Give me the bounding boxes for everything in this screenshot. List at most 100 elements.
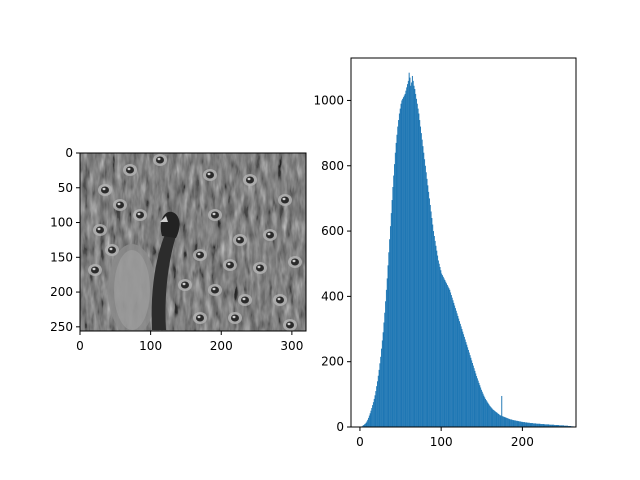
histogram-bar (517, 421, 519, 427)
histogram-bar (464, 339, 466, 427)
histogram-bar (498, 413, 499, 427)
histogram-bar (438, 263, 440, 427)
eyespot (243, 174, 257, 186)
histogram-bar (513, 420, 515, 427)
histogram-bar (550, 424, 552, 427)
histogram-bar (551, 424, 553, 427)
histogram-bar (420, 126, 422, 427)
histogram-bar (497, 413, 499, 427)
image-axes-frame (79, 152, 307, 332)
histogram-bar (491, 408, 493, 427)
image-panel: 0 100 200 300 0 50 100 150 200 250 (50, 146, 307, 353)
histogram-bar (493, 410, 495, 427)
histogram-bar (532, 423, 534, 427)
histogram-bar (370, 410, 372, 427)
histogram-bar (563, 425, 564, 427)
histogram-bar (504, 417, 506, 427)
histogram-bar (486, 401, 488, 427)
histogram-axes-frame (350, 57, 577, 428)
histogram-bar (485, 400, 487, 427)
histogram-bar (394, 164, 396, 428)
histogram-bar (565, 425, 567, 427)
histogram-bar (506, 417, 508, 427)
histogram-bar (445, 281, 447, 427)
histogram-bar (475, 373, 477, 427)
histogram-bar (563, 425, 565, 427)
histogram-bar (467, 347, 469, 427)
histogram-bar (373, 398, 375, 427)
histogram-bar (410, 85, 412, 427)
histogram-bar (363, 424, 365, 427)
histogram-bar (546, 424, 548, 427)
histogram-bar (535, 423, 537, 427)
histogram-bar (450, 292, 452, 427)
histogram-bar (560, 425, 562, 427)
histogram-bar (441, 273, 443, 427)
histogram-bar (461, 329, 463, 427)
image-y-ticks: 0 50 100 150 200 250 (50, 146, 80, 334)
histogram-bar (515, 420, 517, 427)
histogram-bar (395, 142, 397, 427)
histogram-bar (437, 255, 439, 427)
histogram-bar (552, 424, 554, 427)
histogram-bar (505, 417, 507, 427)
histogram-bar (516, 420, 518, 427)
histogram-bar (467, 349, 469, 427)
histogram-bar (554, 425, 556, 427)
histogram-bar (439, 266, 441, 427)
histogram-bar (458, 318, 460, 427)
histogram-bar (418, 113, 420, 427)
histogram-bar (433, 235, 435, 427)
histogram-bar (518, 421, 520, 427)
histogram-bar (405, 90, 407, 427)
histogram-bar (482, 393, 484, 427)
histogram-bar (498, 414, 500, 427)
histogram-bar (365, 422, 367, 427)
histogram-bar (457, 315, 459, 427)
histogram-bar (364, 423, 366, 427)
histogram-bar (479, 385, 481, 427)
histogram-bar (537, 423, 538, 427)
y-tick-label: 50 (58, 181, 73, 195)
histogram-bar (401, 100, 403, 427)
histogram-bar (394, 152, 396, 428)
histogram-bar (506, 418, 508, 427)
histogram-bar (380, 356, 382, 427)
histogram-bar (423, 152, 425, 428)
histogram-bar (476, 376, 478, 427)
histogram-y-ticks: 0 200 400 600 800 1000 (313, 93, 351, 434)
histogram-bar (388, 252, 390, 427)
histogram-bar (434, 240, 436, 427)
histogram-bar (519, 421, 521, 427)
histogram-bar (366, 421, 368, 427)
histogram-bar (521, 421, 523, 427)
histogram-bar (474, 370, 476, 427)
histogram-bar (510, 419, 512, 427)
histogram-bar (511, 419, 513, 427)
histogram-bar (531, 423, 533, 427)
histogram-bar (430, 211, 432, 427)
x-tick-label: 0 (76, 339, 84, 353)
histogram-bar (502, 416, 504, 427)
histogram-bar (512, 420, 514, 427)
histogram-bar (428, 198, 430, 427)
histogram-bar (543, 424, 545, 427)
histogram-bar (495, 411, 497, 427)
histogram-bar (368, 417, 370, 427)
histogram-bar (522, 422, 524, 427)
histogram-bar (453, 302, 455, 427)
histogram-bar (408, 72, 410, 427)
eyespot (193, 312, 207, 324)
y-tick-label: 0 (65, 146, 73, 160)
eyespot (278, 194, 292, 206)
histogram-bar (524, 422, 525, 427)
histogram-bar (545, 424, 547, 427)
histogram-bar (412, 80, 414, 428)
eyespot (133, 209, 147, 221)
histogram-bar (386, 278, 388, 427)
histogram-bar (477, 380, 479, 427)
histogram-bar (559, 425, 561, 427)
histogram-bar (536, 423, 538, 427)
histogram-bar (454, 308, 456, 427)
